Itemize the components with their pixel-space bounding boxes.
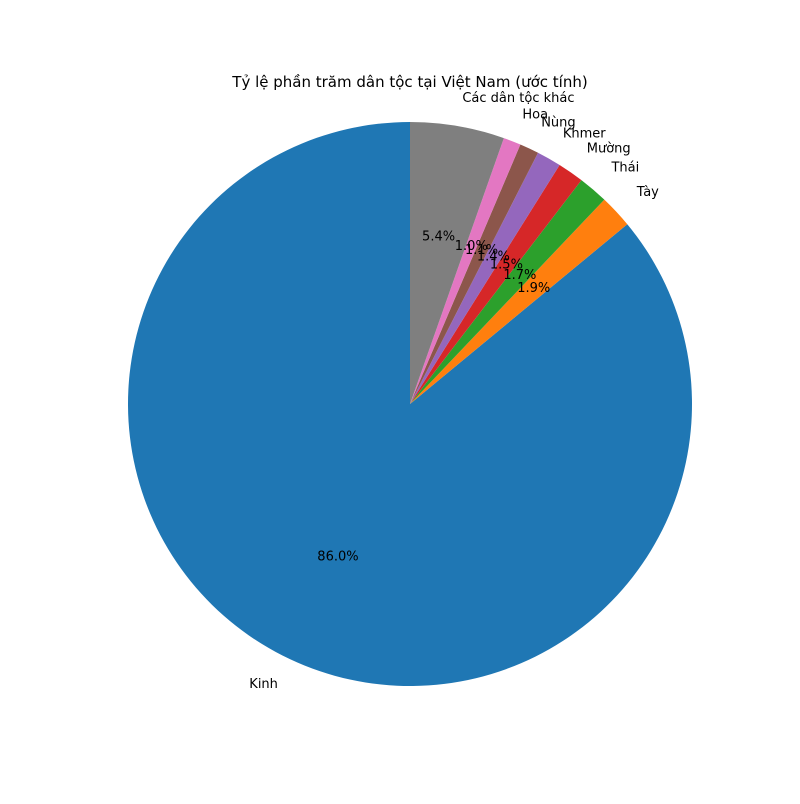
- pie-slice-nung: [410, 144, 539, 404]
- slice-label-hoa: Hoa: [522, 107, 548, 122]
- slice-label-kinh: Kinh: [249, 677, 278, 692]
- pie-slice-cac-dan-toc-khac: [410, 122, 504, 404]
- pie-slice-khmer: [410, 152, 560, 404]
- pct-label-thai: 1.7%: [503, 268, 536, 283]
- pie-slice-thai: [410, 180, 605, 404]
- pie-slices: [128, 122, 692, 686]
- slice-label-thai: Thái: [610, 161, 639, 176]
- pie-labels: Kinh 86.0% Tày 1.9% Thái 1.7% Mường 1.5% Khmer 1.…: [249, 91, 659, 692]
- pct-label-muong: 1.5%: [490, 257, 523, 272]
- slice-label-nung: Nùng: [541, 115, 575, 130]
- pct-label-tay: 1.9%: [517, 281, 550, 296]
- slice-label-khmer: Khmer: [563, 127, 606, 142]
- pct-label-hoa: 1.0%: [455, 239, 488, 254]
- pie-slice-hoa: [410, 138, 521, 405]
- pct-label-kinh: 86.0%: [317, 550, 358, 565]
- slice-label-cac-dan-toc-khac: Các dân tộc khác: [462, 91, 574, 106]
- pct-label-nung: 1.1%: [465, 243, 498, 258]
- pct-label-khmer: 1.4%: [477, 249, 510, 264]
- pie-slice-tay: [410, 199, 628, 404]
- slice-label-muong: Mường: [587, 142, 631, 157]
- chart-title: Tỷ lệ phần trăm dân tộc tại Việt Nam (ướ…: [231, 73, 587, 91]
- slice-label-tay: Tày: [636, 185, 659, 200]
- pct-label-cac-dan-toc-khac: 5.4%: [422, 230, 455, 245]
- pie-slice-muong: [410, 164, 582, 404]
